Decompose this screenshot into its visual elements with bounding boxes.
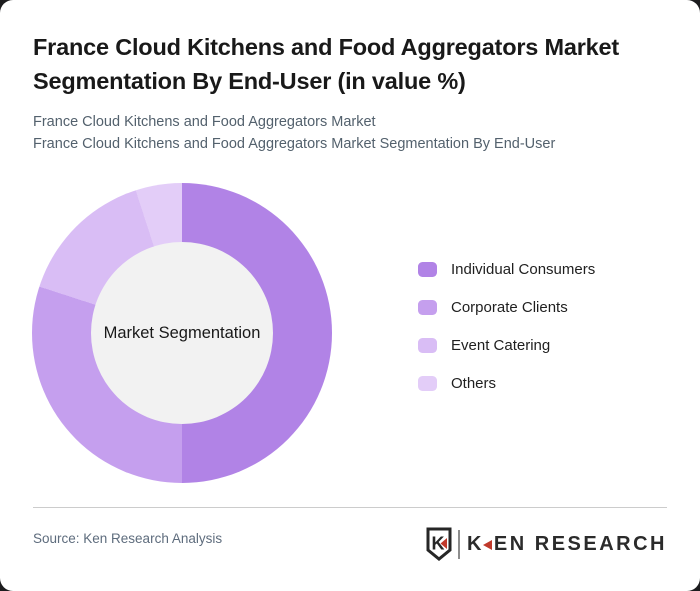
svg-text:K: K	[431, 534, 444, 554]
legend-label: Corporate Clients	[451, 299, 568, 316]
wordmark-rest: EN RESEARCH	[493, 532, 667, 555]
donut-center-label: Market Segmentation	[103, 323, 261, 342]
wordmark-k: K	[466, 532, 484, 555]
legend-swatch	[418, 338, 437, 353]
shield-logo-icon: K	[426, 527, 452, 561]
footer-divider	[33, 507, 667, 508]
legend-label: Individual Consumers	[451, 261, 596, 278]
logo-wordmark: K EN RESEARCH	[467, 533, 667, 556]
legend-item-event-catering: Event Catering	[418, 337, 595, 354]
legend-item-corporate-clients: Corporate Clients	[418, 299, 595, 316]
subtitle-block: France Cloud Kitchens and Food Aggregato…	[33, 111, 662, 155]
ken-research-logo: K K EN RESEARCH	[426, 527, 667, 561]
legend-item-individual-consumers: Individual Consumers	[418, 261, 596, 278]
page-title: France Cloud Kitchens and Food Aggregato…	[33, 34, 620, 94]
chart-legend: Individual Consumers Corporate Clients E…	[418, 261, 596, 392]
legend-swatch	[418, 300, 437, 315]
logo-separator	[457, 529, 460, 559]
donut-center: Market Segmentation	[91, 242, 273, 424]
legend-swatch	[418, 262, 437, 277]
source-note: Source: Ken Research Analysis	[33, 531, 223, 546]
donut-chart: Market Segmentation	[32, 183, 332, 483]
legend-item-others: Others	[418, 375, 595, 392]
subtitle-line-2: France Cloud Kitchens and Food Aggregato…	[33, 136, 556, 152]
legend-label: Others	[451, 375, 497, 392]
legend-swatch	[418, 376, 437, 391]
subtitle-line-1: France Cloud Kitchens and Food Aggregato…	[33, 114, 376, 130]
legend-label: Event Catering	[451, 337, 551, 354]
red-triangle-icon	[482, 540, 492, 550]
